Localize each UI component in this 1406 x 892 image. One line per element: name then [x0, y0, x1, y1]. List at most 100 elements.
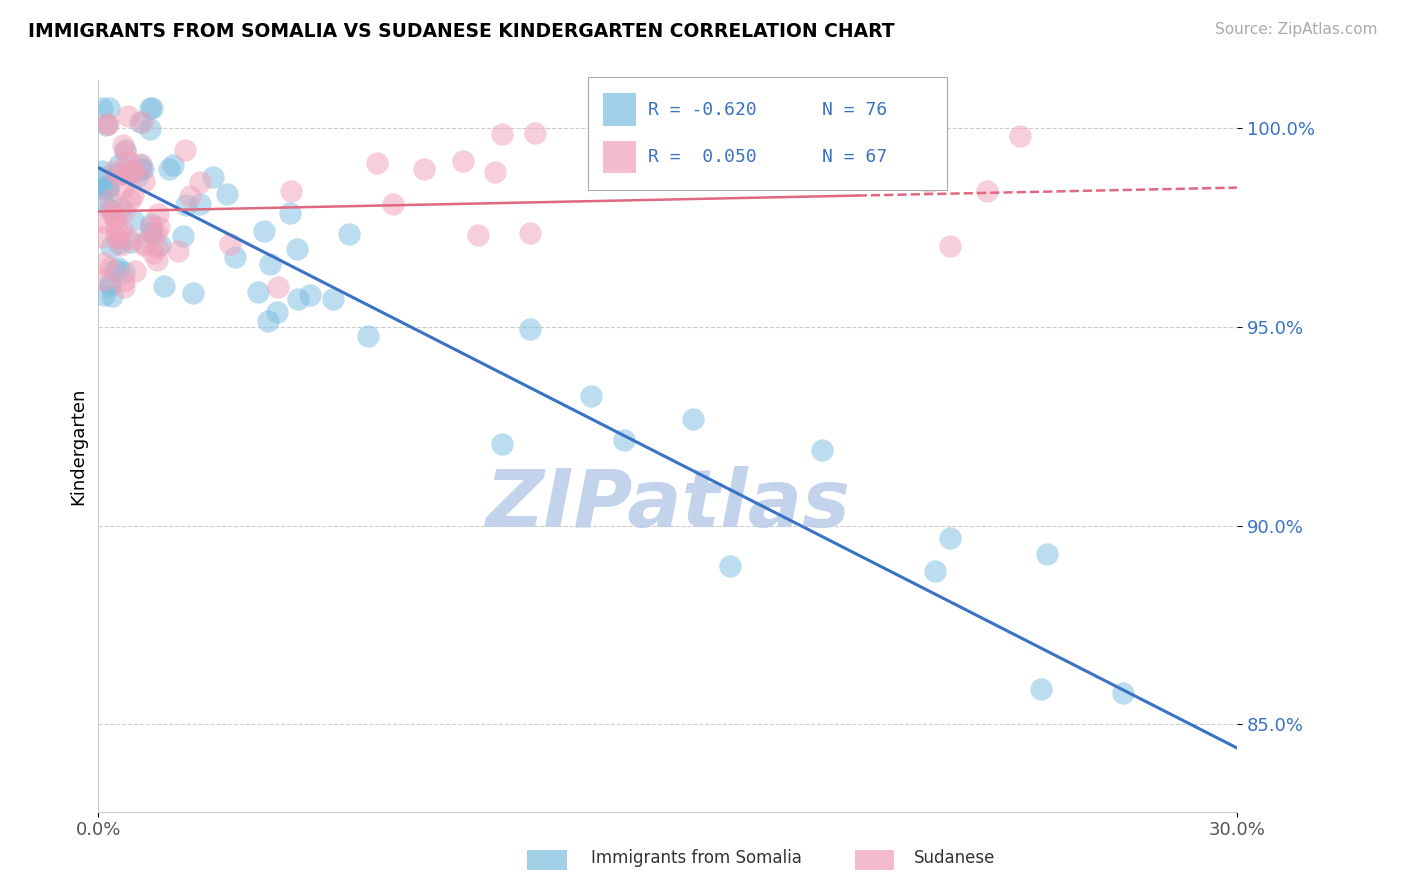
Point [98, 277, 121, 291]
Point [132, 235, 155, 250]
Point [519, 226, 541, 240]
Point [132, 161, 155, 176]
Point [939, 531, 962, 545]
Point [366, 156, 388, 170]
Point [224, 250, 246, 264]
Point [97, 117, 120, 131]
Point [93, 288, 115, 302]
Point [104, 263, 127, 277]
Point [322, 292, 344, 306]
Text: R = -0.620: R = -0.620 [648, 101, 758, 119]
Point [190, 175, 212, 189]
Text: Source: ZipAtlas.com: Source: ZipAtlas.com [1215, 22, 1378, 37]
Point [157, 161, 180, 176]
Point [173, 144, 195, 158]
Point [692, 160, 714, 174]
Text: ZIPatlas: ZIPatlas [485, 466, 851, 543]
Point [122, 164, 145, 178]
Point [107, 231, 129, 245]
Point [484, 164, 506, 178]
Point [117, 153, 139, 168]
Point [112, 167, 135, 181]
Point [148, 220, 170, 235]
Point [122, 213, 145, 227]
Point [122, 188, 145, 202]
Point [111, 181, 134, 195]
Point [181, 286, 204, 301]
Point [153, 278, 176, 293]
Point [108, 235, 131, 250]
Point [172, 228, 194, 243]
Point [491, 127, 513, 141]
Point [142, 246, 165, 260]
Point [131, 114, 153, 128]
Text: N = 76: N = 76 [821, 101, 887, 119]
Point [298, 288, 321, 302]
Point [110, 238, 132, 252]
Point [91, 214, 114, 228]
Point [682, 412, 704, 426]
Point [98, 202, 121, 217]
Point [121, 165, 143, 179]
Point [117, 109, 139, 123]
Point [149, 238, 172, 252]
Point [357, 329, 380, 343]
Point [110, 221, 132, 235]
Point [285, 242, 308, 256]
Text: N = 67: N = 67 [821, 148, 887, 166]
Point [93, 256, 115, 270]
Y-axis label: Kindergarten: Kindergarten [69, 387, 87, 505]
Point [91, 181, 114, 195]
Point [97, 180, 120, 194]
Point [114, 143, 136, 157]
Point [98, 193, 121, 207]
Point [124, 263, 146, 277]
Point [162, 158, 184, 172]
Point [94, 118, 117, 132]
Point [256, 314, 278, 328]
Point [718, 558, 741, 573]
Point [605, 134, 627, 148]
Point [131, 157, 153, 171]
Point [146, 207, 169, 221]
Point [108, 201, 131, 215]
Point [91, 163, 114, 178]
Point [201, 170, 224, 185]
Point [266, 305, 288, 319]
Point [128, 158, 150, 172]
Point [103, 164, 125, 178]
Text: Immigrants from Somalia: Immigrants from Somalia [591, 849, 801, 867]
FancyBboxPatch shape [603, 141, 636, 173]
Point [107, 166, 129, 180]
Point [167, 244, 190, 258]
Point [523, 126, 546, 140]
Point [93, 273, 115, 287]
Point [100, 240, 122, 254]
Point [1029, 682, 1052, 697]
Text: Sudanese: Sudanese [914, 849, 995, 867]
Text: IMMIGRANTS FROM SOMALIA VS SUDANESE KINDERGARTEN CORRELATION CHART: IMMIGRANTS FROM SOMALIA VS SUDANESE KIND… [28, 22, 894, 41]
Point [134, 174, 156, 188]
Point [579, 389, 602, 403]
Point [938, 239, 960, 253]
Point [112, 274, 135, 288]
Point [612, 433, 634, 447]
Point [280, 184, 302, 198]
Point [267, 280, 290, 294]
Point [98, 101, 121, 115]
Point [453, 154, 475, 169]
Point [100, 204, 122, 219]
Point [98, 278, 121, 293]
Point [91, 169, 114, 184]
Point [104, 211, 127, 225]
Point [287, 292, 309, 306]
Point [139, 220, 162, 235]
Point [108, 158, 131, 172]
Point [337, 227, 360, 241]
Point [112, 203, 135, 218]
Point [139, 217, 162, 231]
Point [91, 192, 114, 206]
Point [141, 101, 163, 115]
Point [146, 240, 169, 254]
Point [129, 162, 152, 177]
